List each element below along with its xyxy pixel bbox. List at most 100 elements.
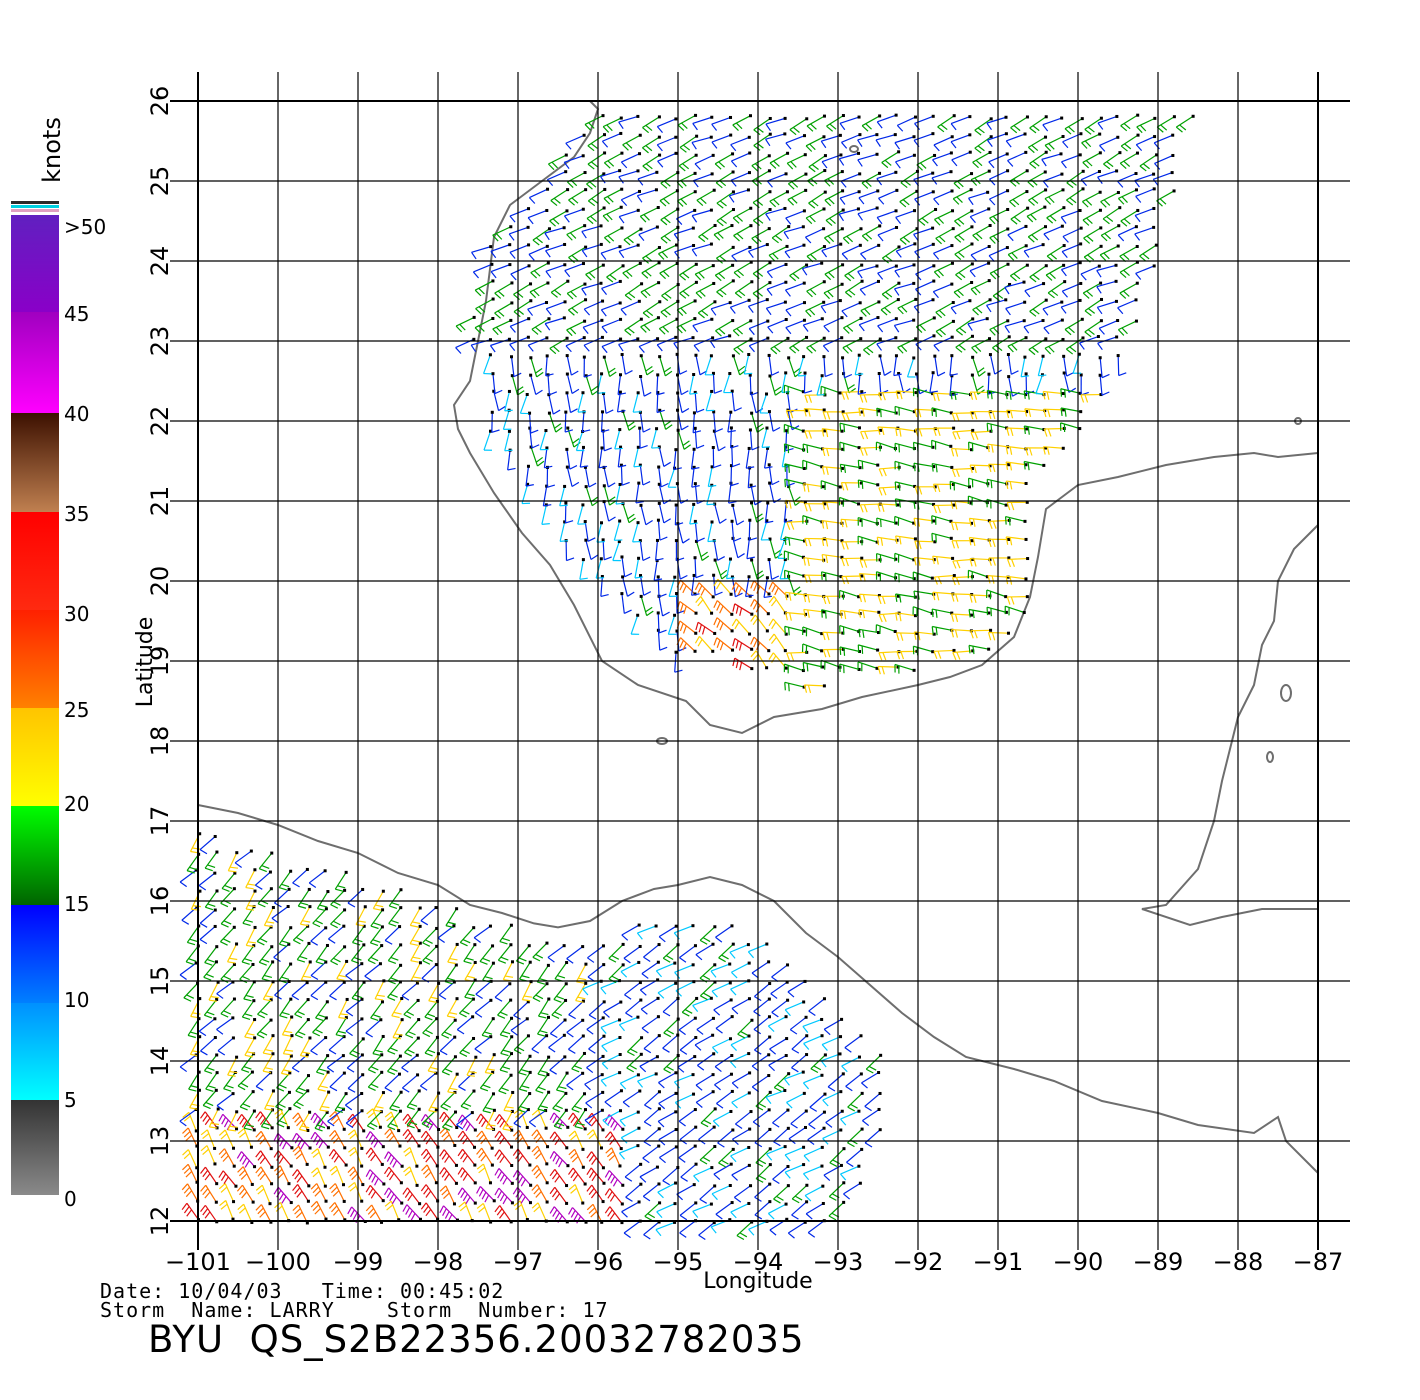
wind-barb: [642, 115, 661, 134]
wind-barb: [828, 1181, 846, 1201]
latitude-tick-label: 16: [146, 886, 174, 917]
wind-barb: [280, 1054, 293, 1076]
wind-barb: [620, 353, 633, 375]
wind-barb: [546, 465, 556, 488]
wind-barb: [754, 1182, 772, 1202]
wind-barb: [403, 1146, 419, 1168]
wind-barb: [766, 1145, 787, 1161]
wind-barb: [439, 1149, 458, 1167]
wind-barb: [439, 1127, 457, 1147]
wind-barb: [621, 409, 636, 431]
wind-barb: [529, 356, 544, 378]
wind-barb: [785, 611, 808, 621]
wind-barb: [737, 1018, 754, 1039]
wind-barb: [625, 1182, 643, 1202]
wind-barb: [1024, 408, 1047, 418]
wind-barb: [1135, 264, 1156, 280]
wind-barb: [731, 1091, 751, 1109]
wind-barb: [625, 998, 643, 1018]
wind-barb: [499, 1052, 513, 1073]
wind-barb: [568, 1034, 585, 1054]
wind-barb: [420, 1202, 440, 1221]
wind-barb: [894, 552, 916, 563]
wind-barb: [601, 1036, 622, 1053]
wind-barb: [783, 384, 805, 395]
wind-barb: [513, 1200, 529, 1222]
wind-barb: [772, 1108, 790, 1128]
date-time-line: Date: 10/04/03 Time: 00:45:02: [100, 1279, 505, 1303]
wind-barb: [620, 555, 633, 578]
wind-barb: [806, 280, 826, 298]
wind-barb: [881, 281, 901, 300]
wind-barb: [475, 1113, 496, 1131]
wind-barb: [660, 171, 680, 189]
wind-barb: [587, 963, 606, 982]
wind-barb: [637, 170, 659, 186]
wind-barb: [970, 169, 991, 186]
wind-barb: [537, 1055, 551, 1077]
wind-barb: [512, 1169, 533, 1187]
wind-barb: [950, 299, 972, 315]
wind-barb: [565, 391, 578, 414]
wind-barb: [765, 300, 787, 316]
wind-barb: [931, 608, 954, 618]
wind-barb: [521, 482, 531, 505]
wind-barb: [1027, 225, 1048, 243]
wind-barb: [328, 924, 346, 944]
wind-barb: [988, 518, 1011, 530]
wind-barb: [712, 1109, 733, 1127]
wind-barb: [365, 1131, 385, 1149]
wind-barb: [876, 209, 898, 225]
wind-barb: [328, 1149, 348, 1167]
wind-barb: [366, 1108, 382, 1129]
wind-barb: [714, 1072, 733, 1091]
wind-barb: [1079, 335, 1100, 350]
wind-barb: [618, 337, 640, 352]
wind-barb: [566, 224, 587, 241]
wind-barb: [403, 1166, 419, 1187]
wind-barb: [822, 631, 845, 641]
wind-barb: [484, 1053, 496, 1075]
wind-barb: [255, 870, 272, 890]
wind-barb: [989, 262, 1010, 280]
wind-barb: [969, 207, 991, 224]
latitude-tick-label: 26: [146, 86, 174, 117]
latitude-tick-label: 18: [146, 726, 174, 757]
wind-barb: [862, 1107, 881, 1127]
wind-barb: [678, 1108, 697, 1127]
wind-barb: [935, 301, 955, 319]
wind-barb: [1116, 354, 1127, 377]
wind-barb: [1007, 150, 1028, 167]
wind-barb: [858, 189, 880, 205]
wind-barb: [679, 1125, 698, 1145]
wind-barb: [656, 117, 678, 134]
wind-barb: [565, 447, 578, 470]
wind-barb: [821, 609, 843, 619]
wind-barb: [549, 1186, 569, 1205]
wind-barb: [767, 463, 780, 486]
wind-barb: [577, 391, 587, 413]
wind-barb: [988, 353, 1002, 375]
wind-barb: [476, 1163, 492, 1185]
wind-barb: [768, 374, 783, 396]
wind-barb: [658, 317, 679, 335]
wind-barb: [858, 316, 880, 332]
wind-barb: [804, 429, 827, 439]
wind-barb: [731, 997, 751, 1015]
wind-barb: [510, 264, 531, 281]
wind-barb: [200, 1184, 218, 1204]
wind-barb: [638, 225, 659, 242]
wind-barb: [227, 851, 239, 873]
wind-barb: [689, 502, 698, 525]
wind-barb: [679, 944, 697, 963]
wind-barb: [784, 1000, 806, 1017]
wind-barb: [803, 608, 826, 618]
wind-barb: [566, 945, 585, 964]
wind-barb: [258, 945, 274, 966]
wind-barb: [988, 152, 1009, 169]
wind-barb: [389, 1090, 403, 1112]
wind-barb: [603, 1000, 623, 1018]
wind-barb: [951, 150, 972, 167]
wind-barb: [787, 172, 808, 190]
wind-barb: [220, 997, 236, 1018]
